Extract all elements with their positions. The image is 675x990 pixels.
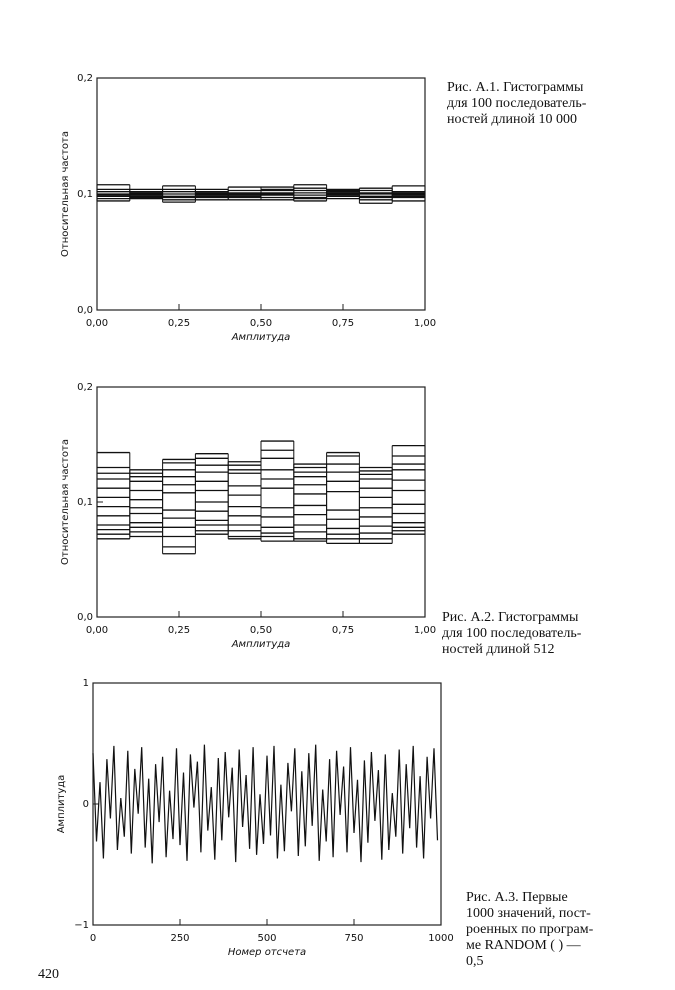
- figure-caption-line: ме RANDOM ( ) —: [466, 938, 582, 953]
- x-tick-label: 0,25: [168, 318, 190, 329]
- x-tick-label: 0: [90, 933, 96, 944]
- x-tick-label: 250: [170, 933, 189, 944]
- figure-caption-line: для 100 последователь-: [442, 626, 582, 641]
- figure-caption-line: роенных по програм-: [466, 922, 594, 937]
- x-tick-label: 0,50: [250, 625, 272, 636]
- y-axis-label: Амплитуда: [56, 775, 67, 834]
- x-tick-label: 0,75: [332, 318, 354, 329]
- x-tick-label: 1000: [428, 933, 453, 944]
- figure-caption-line: 0,5: [466, 954, 484, 969]
- y-tick-label: 0,0: [77, 612, 93, 623]
- y-axis-label: Относительная частота: [60, 439, 71, 565]
- x-axis-label: Амплитуда: [231, 332, 291, 343]
- plot-frame: [92, 682, 442, 926]
- y-tick-label: 0,1: [77, 189, 93, 200]
- x-tick-label: 1,00: [414, 625, 436, 636]
- y-tick-label: 0,1: [77, 497, 93, 508]
- y-tick-label: 0,2: [77, 73, 93, 84]
- figure-caption-line: 1000 значений, пост-: [466, 906, 591, 921]
- x-tick-label: 750: [344, 933, 363, 944]
- figure-caption-line: для 100 последователь-: [447, 96, 587, 111]
- x-tick-label: 0,25: [168, 625, 190, 636]
- x-tick-label: 500: [257, 933, 276, 944]
- y-tick-label: 0,2: [77, 382, 93, 393]
- figure-caption-line: Рис. А.1. Гистограммы: [447, 80, 584, 95]
- figure-caption-line: Рис. А.2. Гистограммы: [442, 610, 579, 625]
- x-axis-label: Номер отсчета: [228, 947, 306, 958]
- x-tick-label: 0,75: [332, 625, 354, 636]
- y-axis-label: Относительная частота: [60, 131, 71, 257]
- y-tick-label: 1: [83, 678, 89, 689]
- figure-caption-line: ностей длиной 10 000: [447, 112, 577, 127]
- x-tick-label: 0,00: [86, 318, 108, 329]
- x-axis-label: Амплитуда: [231, 639, 291, 650]
- y-tick-label: −1: [74, 920, 89, 931]
- x-tick-label: 0,00: [86, 625, 108, 636]
- x-tick-label: 0,50: [250, 318, 272, 329]
- y-tick-label: 0: [83, 799, 89, 810]
- figure-caption-line: Рис. А.3. Первые: [466, 890, 568, 905]
- page-number: 420: [38, 967, 59, 982]
- signal-line: [92, 744, 439, 864]
- x-tick-label: 1,00: [414, 318, 436, 329]
- figure-caption-line: ностей длиной 512: [442, 642, 554, 657]
- y-tick-label: 0,0: [77, 305, 93, 316]
